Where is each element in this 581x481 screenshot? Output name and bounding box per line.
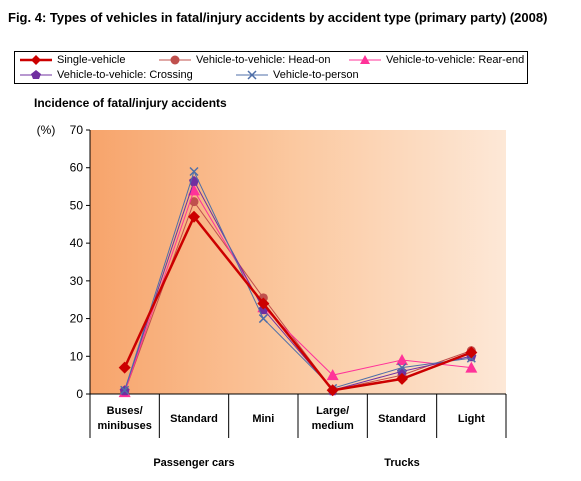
data-point <box>189 197 199 207</box>
category-group-label: Trucks <box>384 457 419 469</box>
data-point <box>118 361 131 374</box>
data-point <box>396 354 408 366</box>
series-line <box>124 179 472 391</box>
plot-area <box>90 130 506 394</box>
y-tick-label: 20 <box>70 312 84 326</box>
data-point <box>188 210 200 223</box>
x-tick-label: Large/medium <box>312 405 354 432</box>
legend-swatch-single-vehicle <box>20 55 52 65</box>
data-point <box>189 166 199 177</box>
y-tick-label: 10 <box>70 349 84 363</box>
legend-swatch-crossing <box>20 70 52 79</box>
y-unit-label: (%) <box>37 123 56 137</box>
legend-item-head-on: Vehicle-to-vehicle: Head-on <box>158 54 331 66</box>
data-point <box>257 297 270 310</box>
y-tick-label: 70 <box>70 123 84 137</box>
legend-label-vehicle-to-person: Vehicle-to-person <box>273 69 359 81</box>
y-tick-label: 30 <box>70 274 84 288</box>
data-point <box>258 314 268 324</box>
legend: Single-vehicle Vehicle-to-vehicle: Head-… <box>14 51 528 84</box>
data-point <box>465 361 478 373</box>
y-axis-title: Incidence of fatal/injury accidents <box>34 96 227 110</box>
data-point <box>326 369 339 381</box>
x-tick-label: Standard <box>378 413 426 425</box>
x-tick-label: Mini <box>252 413 274 425</box>
y-tick-label: 50 <box>70 198 84 212</box>
category-group-label: Passenger cars <box>153 457 234 469</box>
legend-item-crossing: Vehicle-to-vehicle: Crossing <box>19 69 193 81</box>
data-point <box>120 385 130 395</box>
y-tick-label: 0 <box>76 387 83 401</box>
series-line <box>123 214 472 392</box>
data-point <box>397 366 407 377</box>
legend-label-head-on: Vehicle-to-vehicle: Head-on <box>196 54 331 66</box>
legend-swatch-vehicle-to-person <box>236 70 268 80</box>
legend-swatch-rear-end <box>349 55 381 64</box>
data-point <box>326 384 339 397</box>
legend-label-single-vehicle: Single-vehicle <box>57 54 126 66</box>
legend-item-vehicle-to-person: Vehicle-to-person <box>235 69 359 81</box>
x-tick-label: Light <box>458 413 485 425</box>
y-tick-label: 40 <box>70 236 84 250</box>
legend-swatch-head-on <box>159 55 191 65</box>
y-tick-label: 60 <box>70 161 84 175</box>
data-point <box>396 372 408 385</box>
legend-label-crossing: Vehicle-to-vehicle: Crossing <box>57 69 193 81</box>
chart-title: Fig. 4: Types of vehicles in fatal/injur… <box>8 10 548 25</box>
data-point <box>188 184 200 196</box>
data-point <box>397 363 407 373</box>
series-line <box>124 170 472 391</box>
legend-label-rear-end: Vehicle-to-vehicle: Rear-end <box>386 54 525 66</box>
series-line <box>124 200 472 393</box>
x-tick-label: Buses/minibuses <box>97 405 151 432</box>
legend-item-rear-end: Vehicle-to-vehicle: Rear-end <box>348 54 524 66</box>
legend-item-single-vehicle: Single-vehicle <box>19 54 125 66</box>
series-0 <box>118 210 478 397</box>
series-line <box>124 189 472 393</box>
x-tick-label: Standard <box>170 413 218 425</box>
data-point <box>465 346 478 359</box>
